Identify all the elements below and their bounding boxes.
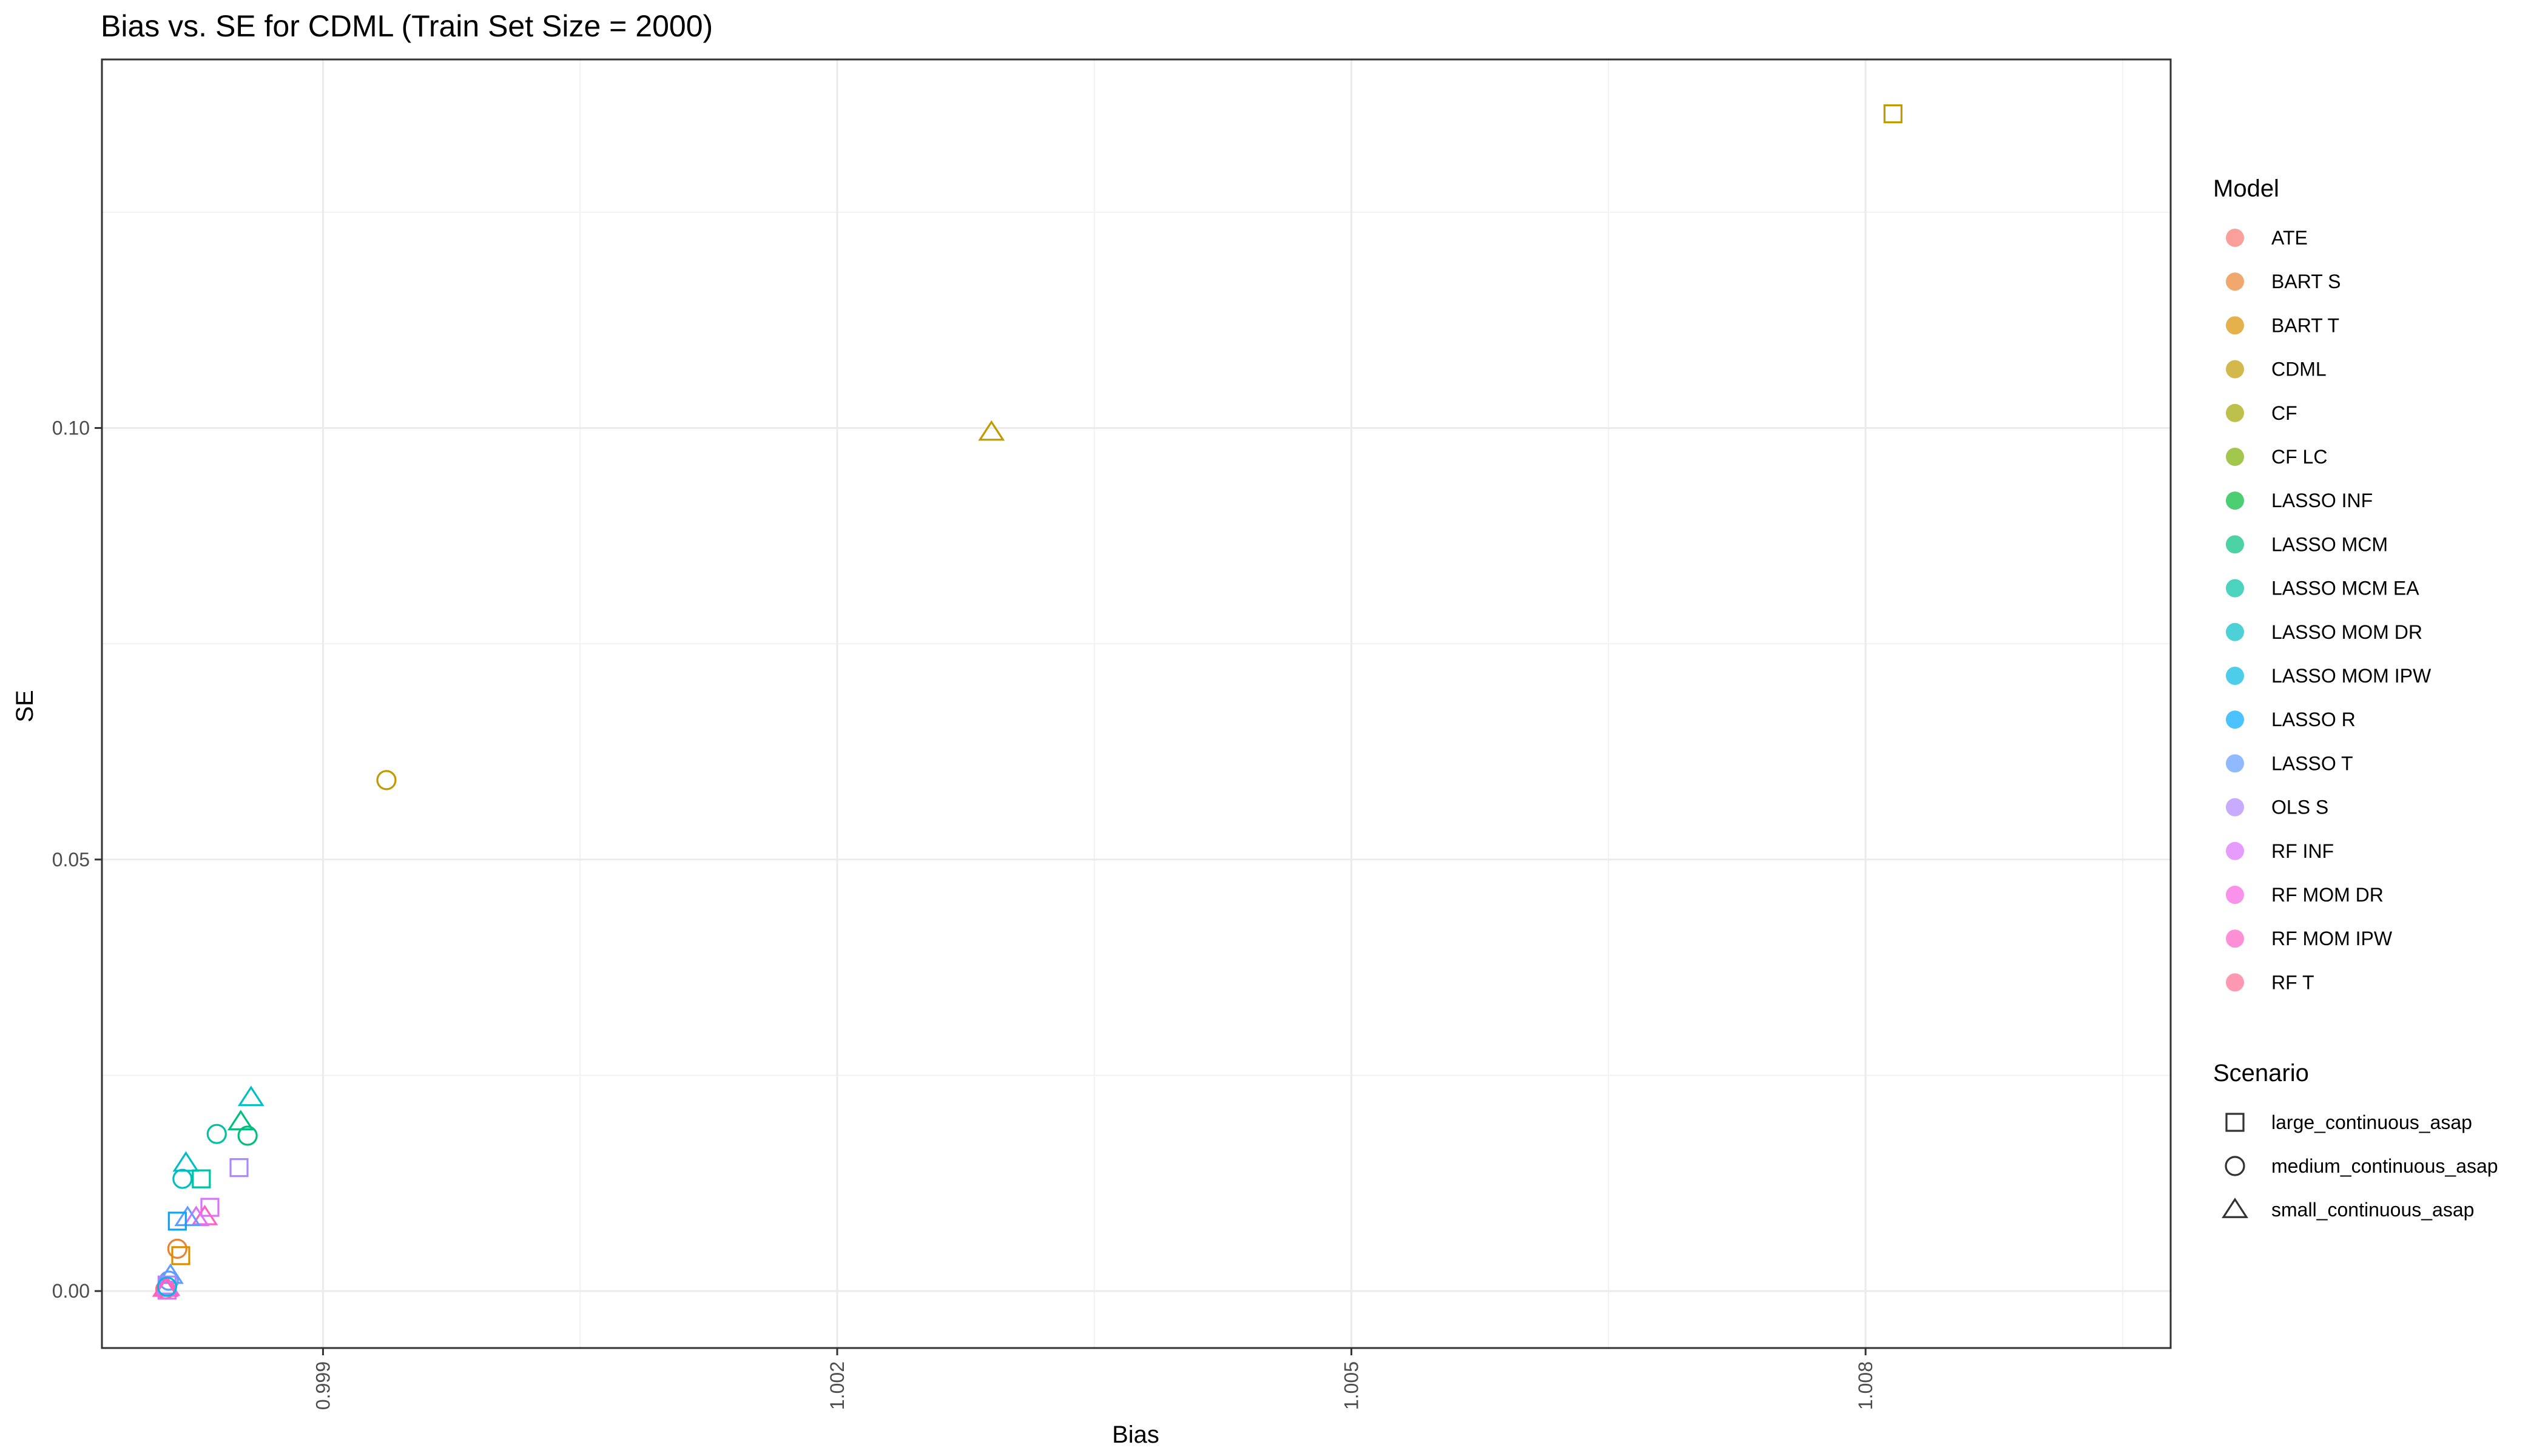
data-point: [1883, 104, 1903, 124]
data-point: [376, 770, 397, 790]
y-axis-title: SE: [12, 690, 38, 722]
legend-color-label: LASSO MOM IPW: [2271, 665, 2432, 687]
y-tick-label: 0.00: [52, 1280, 90, 1302]
legend-color-label: LASSO MOM DR: [2271, 621, 2422, 643]
legend-color-label: ATE: [2271, 227, 2308, 249]
legend-color-label: CDML: [2271, 359, 2327, 380]
x-tick-label: 1.005: [1341, 1361, 1363, 1410]
legend-color-label: LASSO T: [2271, 752, 2353, 774]
data-point: [167, 1238, 187, 1259]
legend-color-label: LASSO INF: [2271, 490, 2373, 511]
data-point: [157, 1276, 177, 1297]
legend-color-key: [2226, 798, 2244, 817]
legend-color-key: [2226, 579, 2244, 598]
legend-color-key: [2226, 667, 2244, 685]
x-tick-label: 1.008: [1855, 1361, 1876, 1410]
legend-color-label: OLS S: [2271, 797, 2328, 818]
scenario-legend: Scenario large_continuous_asap medium_con…: [2213, 1060, 2498, 1221]
scenario-legend-title: Scenario: [2213, 1060, 2309, 1087]
legend-color-key: [2226, 491, 2244, 510]
data-point: [229, 1158, 249, 1178]
legend-color-label: RF T: [2271, 971, 2314, 993]
legend-shape-label: small_continuous_asap: [2271, 1199, 2474, 1221]
legend-shape-key: [2222, 1198, 2248, 1218]
data-points: [152, 104, 1903, 1300]
legend-color-label: LASSO MCM: [2271, 533, 2388, 555]
legend-shape-key: [2225, 1113, 2245, 1132]
legend-shape-label: large_continuous_asap: [2271, 1111, 2472, 1133]
data-point: [206, 1124, 227, 1144]
legend-color-key: [2226, 360, 2244, 379]
legend-color-label: BART S: [2271, 271, 2341, 292]
legend-color-key: [2226, 535, 2244, 554]
model-legend-title: Model: [2213, 175, 2279, 202]
legend-color-key: [2226, 622, 2244, 641]
data-point: [167, 1212, 187, 1231]
data-point: [171, 1246, 190, 1266]
y-tick-label: 0.05: [52, 849, 90, 871]
legend-color-label: BART T: [2271, 314, 2339, 336]
model-legend: Model ATE BART S BART T CDML CF CF LC LASSO IN…: [2213, 175, 2432, 993]
legend-color-label: RF INF: [2271, 840, 2334, 862]
data-point: [978, 420, 1005, 441]
legend-color-key: [2226, 316, 2244, 335]
legend-color-key: [2226, 886, 2244, 904]
x-tick-label: 0.999: [312, 1361, 334, 1410]
legend-shape-label: medium_continuous_asap: [2271, 1155, 2498, 1177]
legend-color-label: CF: [2271, 402, 2297, 424]
legend-color-label: RF MOM IPW: [2271, 928, 2393, 949]
data-point: [237, 1085, 265, 1107]
data-point: [174, 1205, 201, 1227]
chart-title: Bias vs. SE for CDML (Train Set Size = 2…: [101, 9, 713, 43]
legend-color-key: [2226, 929, 2244, 948]
data-point: [237, 1125, 258, 1146]
legend-color-label: LASSO MCM EA: [2271, 578, 2419, 599]
legend-color-key: [2226, 841, 2244, 860]
legend-color-key: [2226, 229, 2244, 247]
x-axis-title: Bias: [1112, 1421, 1159, 1448]
legend-color-key: [2226, 403, 2244, 422]
y-axis: 0.00 0.05 0.10: [52, 417, 102, 1302]
data-point: [192, 1169, 211, 1188]
grid-lines: [102, 59, 2171, 1348]
legend-color-key: [2226, 448, 2244, 466]
plot-panel-border: [101, 58, 2172, 1349]
legend-color-label: CF LC: [2271, 446, 2327, 468]
legend-shape-key: [2225, 1156, 2245, 1176]
legend-color-key: [2226, 272, 2244, 291]
data-point: [172, 1168, 193, 1189]
legend-color-key: [2226, 710, 2244, 729]
legend-color-label: RF MOM DR: [2271, 884, 2384, 906]
x-tick-label: 1.002: [826, 1361, 848, 1410]
legend-color-label: LASSO R: [2271, 709, 2356, 730]
legend-color-key: [2226, 973, 2244, 992]
legend-color-key: [2226, 754, 2244, 773]
y-tick-label: 0.10: [52, 417, 90, 439]
x-axis: 0.999 1.002 1.005 1.008: [312, 1348, 1876, 1410]
